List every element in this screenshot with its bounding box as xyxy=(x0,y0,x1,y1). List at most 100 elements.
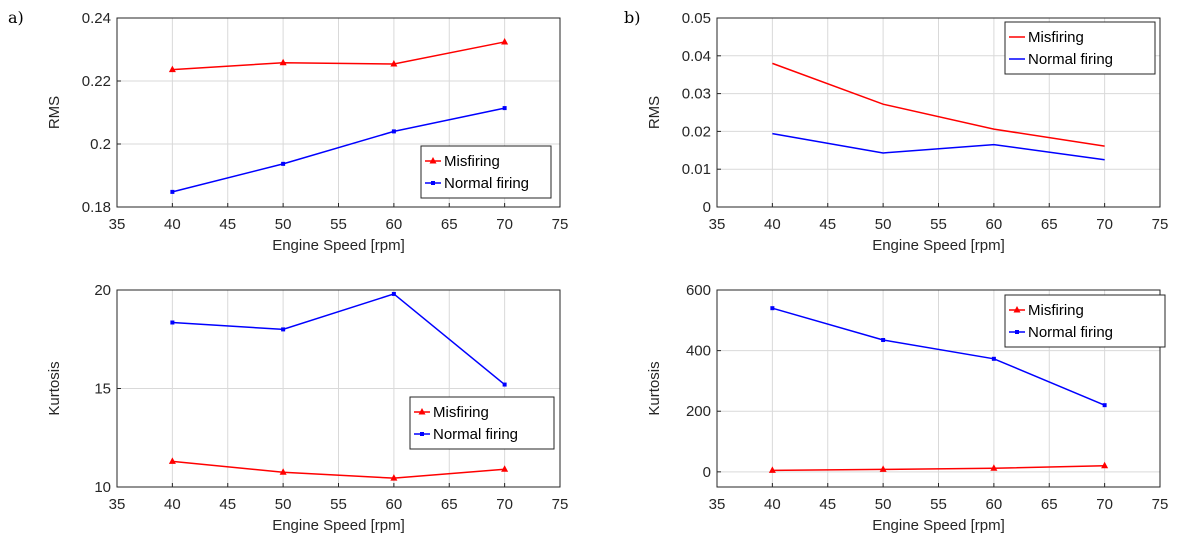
data-point xyxy=(1102,403,1107,408)
data-point xyxy=(991,356,996,361)
data-point xyxy=(501,465,509,472)
y-axis-title: RMS xyxy=(46,96,63,129)
legend-label: Misfiring xyxy=(1028,29,1084,46)
data-point xyxy=(502,106,507,111)
x-tick-label: 35 xyxy=(109,496,126,513)
x-tick-label: 40 xyxy=(164,496,181,513)
chart-rms-panel-b: 35 40 45 50 55 60 65 70 75 0 0.01 0.02 0.03 0.04 0.05 E… xyxy=(646,10,1168,254)
series-line-normal-firing xyxy=(172,107,505,193)
series-line-normal-firing xyxy=(772,132,1105,161)
y-tick-label: 0.03 xyxy=(682,86,711,103)
legend-label: Misfiring xyxy=(444,153,500,170)
y-axis-title: Kurtosis xyxy=(646,361,663,415)
series-line-misfiring xyxy=(172,41,505,71)
y-tick-label: 0.22 xyxy=(82,73,111,90)
chart-kurtosis-panel-a: 35 40 45 50 55 60 65 70 75 10 15 20 Engine Speed [rp… xyxy=(46,282,568,534)
legend-marker xyxy=(1015,330,1019,334)
y-tick-label: 200 xyxy=(686,403,711,420)
series-line-misfiring xyxy=(772,62,1105,147)
x-tick-label: 50 xyxy=(875,216,892,233)
chart-kurtosis-panel-b: 35 40 45 50 55 60 65 70 75 0 200 400 600 Engine Speed… xyxy=(646,282,1168,534)
x-tick-label: 70 xyxy=(496,216,513,233)
x-tick-label: 60 xyxy=(986,496,1003,513)
x-tick-label: 40 xyxy=(764,216,781,233)
x-tick-label: 60 xyxy=(386,216,403,233)
data-point xyxy=(990,464,998,471)
legend-box xyxy=(420,145,552,199)
x-tick-label: 75 xyxy=(552,496,569,513)
data-point xyxy=(279,468,287,475)
y-tick-label: 0 xyxy=(703,199,711,216)
x-tick-label: 35 xyxy=(709,216,726,233)
series-line-misfiring xyxy=(172,460,505,479)
x-axis-title: Engine Speed [rpm] xyxy=(272,517,405,534)
y-tick-label: 0.01 xyxy=(682,161,711,178)
x-tick-label: 55 xyxy=(930,216,947,233)
legend-box xyxy=(1004,294,1166,348)
x-tick-label: 45 xyxy=(219,216,236,233)
y-tick-label: 0.18 xyxy=(82,199,111,216)
x-tick-label: 65 xyxy=(441,216,458,233)
data-point xyxy=(501,37,509,45)
x-axis-title: Engine Speed [rpm] xyxy=(872,237,1005,254)
x-axis-title: Engine Speed [rpm] xyxy=(272,237,405,254)
data-point xyxy=(390,474,398,481)
x-tick-label: 55 xyxy=(330,216,347,233)
x-tick-label: 70 xyxy=(1096,496,1113,513)
data-point xyxy=(390,59,398,67)
series-line-misfiring xyxy=(772,465,1105,472)
x-tick-label: 55 xyxy=(330,496,347,513)
legend-label: Normal firing xyxy=(1028,51,1113,68)
data-point xyxy=(391,291,396,296)
y-tick-label: 0.24 xyxy=(82,10,111,27)
legend-marker xyxy=(420,432,424,436)
y-tick-label: 600 xyxy=(686,282,711,299)
y-tick-label: 10 xyxy=(94,479,111,496)
x-tick-label: 45 xyxy=(819,216,836,233)
data-point xyxy=(281,161,286,166)
x-tick-label: 55 xyxy=(930,496,947,513)
y-tick-label: 0.05 xyxy=(682,10,711,27)
x-tick-label: 40 xyxy=(764,496,781,513)
data-point xyxy=(168,457,176,464)
y-tick-label: 0.2 xyxy=(90,136,111,153)
data-point xyxy=(1101,461,1109,469)
legend-label: Normal firing xyxy=(444,175,529,192)
x-tick-label: 75 xyxy=(1152,216,1169,233)
legend-marker xyxy=(418,408,426,415)
data-point xyxy=(770,306,775,311)
data-point xyxy=(279,58,287,66)
y-tick-label: 15 xyxy=(94,381,111,398)
x-tick-label: 75 xyxy=(552,216,569,233)
x-tick-label: 50 xyxy=(275,496,292,513)
legend-box xyxy=(1004,21,1156,75)
y-tick-label: 0.02 xyxy=(682,123,711,140)
x-tick-label: 65 xyxy=(1041,216,1058,233)
legend-label: Misfiring xyxy=(1028,302,1084,319)
x-tick-label: 45 xyxy=(219,496,236,513)
x-tick-label: 60 xyxy=(986,216,1003,233)
series-line-normal-firing xyxy=(772,307,1105,406)
legend-marker xyxy=(1013,306,1021,313)
x-tick-label: 70 xyxy=(1096,216,1113,233)
x-tick-label: 75 xyxy=(1152,496,1169,513)
data-point xyxy=(168,65,176,73)
y-tick-label: 400 xyxy=(686,343,711,360)
data-point xyxy=(281,327,286,332)
x-axis-title: Engine Speed [rpm] xyxy=(872,517,1005,534)
y-tick-label: 0 xyxy=(703,464,711,481)
y-tick-label: 20 xyxy=(94,282,111,299)
x-tick-label: 65 xyxy=(1041,496,1058,513)
x-tick-label: 65 xyxy=(441,496,458,513)
data-point xyxy=(768,466,776,473)
legend-label: Normal firing xyxy=(433,426,518,443)
x-tick-label: 70 xyxy=(496,496,513,513)
legend-box xyxy=(409,396,555,450)
series-line-normal-firing xyxy=(172,293,506,386)
chart-rms-panel-a: 35 40 45 50 55 60 65 70 75 0.18 0.2 0.22 0.24 Engine … xyxy=(46,10,568,254)
y-axis-title: RMS xyxy=(646,96,663,129)
data-point xyxy=(170,189,175,194)
panel-label-a: a) xyxy=(8,8,24,27)
x-tick-label: 50 xyxy=(275,216,292,233)
